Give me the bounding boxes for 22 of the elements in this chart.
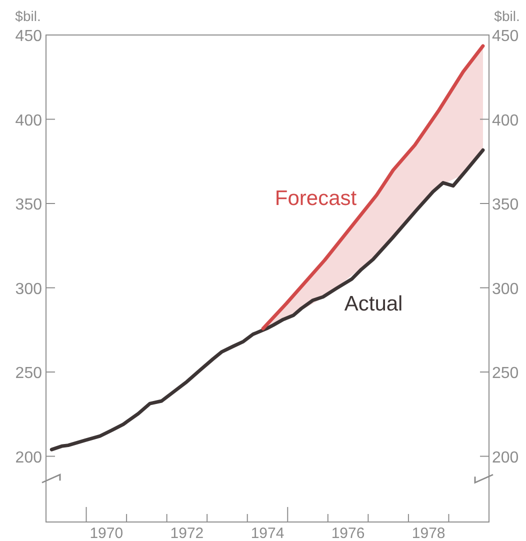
y-tick-label: 350 xyxy=(15,196,42,214)
x-tick-label: 1972 xyxy=(170,525,204,541)
y-tick-label: 200 xyxy=(15,449,42,466)
x-tick-label: 1976 xyxy=(331,525,365,541)
y-tick-label: 450 xyxy=(15,28,42,45)
x-tick-label: 1978 xyxy=(412,525,446,541)
y-tick-label: 400 xyxy=(15,112,42,130)
y2-tick-label: 350 xyxy=(492,196,519,214)
x-tick-label: 1974 xyxy=(250,525,284,541)
y-tick-label: 250 xyxy=(15,365,42,382)
y2-tick-label: 450 xyxy=(492,28,519,45)
y2-tick-label: 200 xyxy=(492,449,519,466)
y2-tick-label: 400 xyxy=(492,112,519,130)
y-axis-title: $bil. xyxy=(15,8,41,24)
y2-tick-label: 300 xyxy=(492,280,519,298)
line-series xyxy=(50,148,485,452)
y2-axis-title: $bil. xyxy=(494,8,520,24)
y2-tick-label: 250 xyxy=(492,365,519,382)
x-tick-label: 1970 xyxy=(90,525,124,541)
series-label: Forecast xyxy=(274,187,357,210)
y-tick-label: 300 xyxy=(15,280,42,298)
series-label: Actual xyxy=(344,292,403,316)
